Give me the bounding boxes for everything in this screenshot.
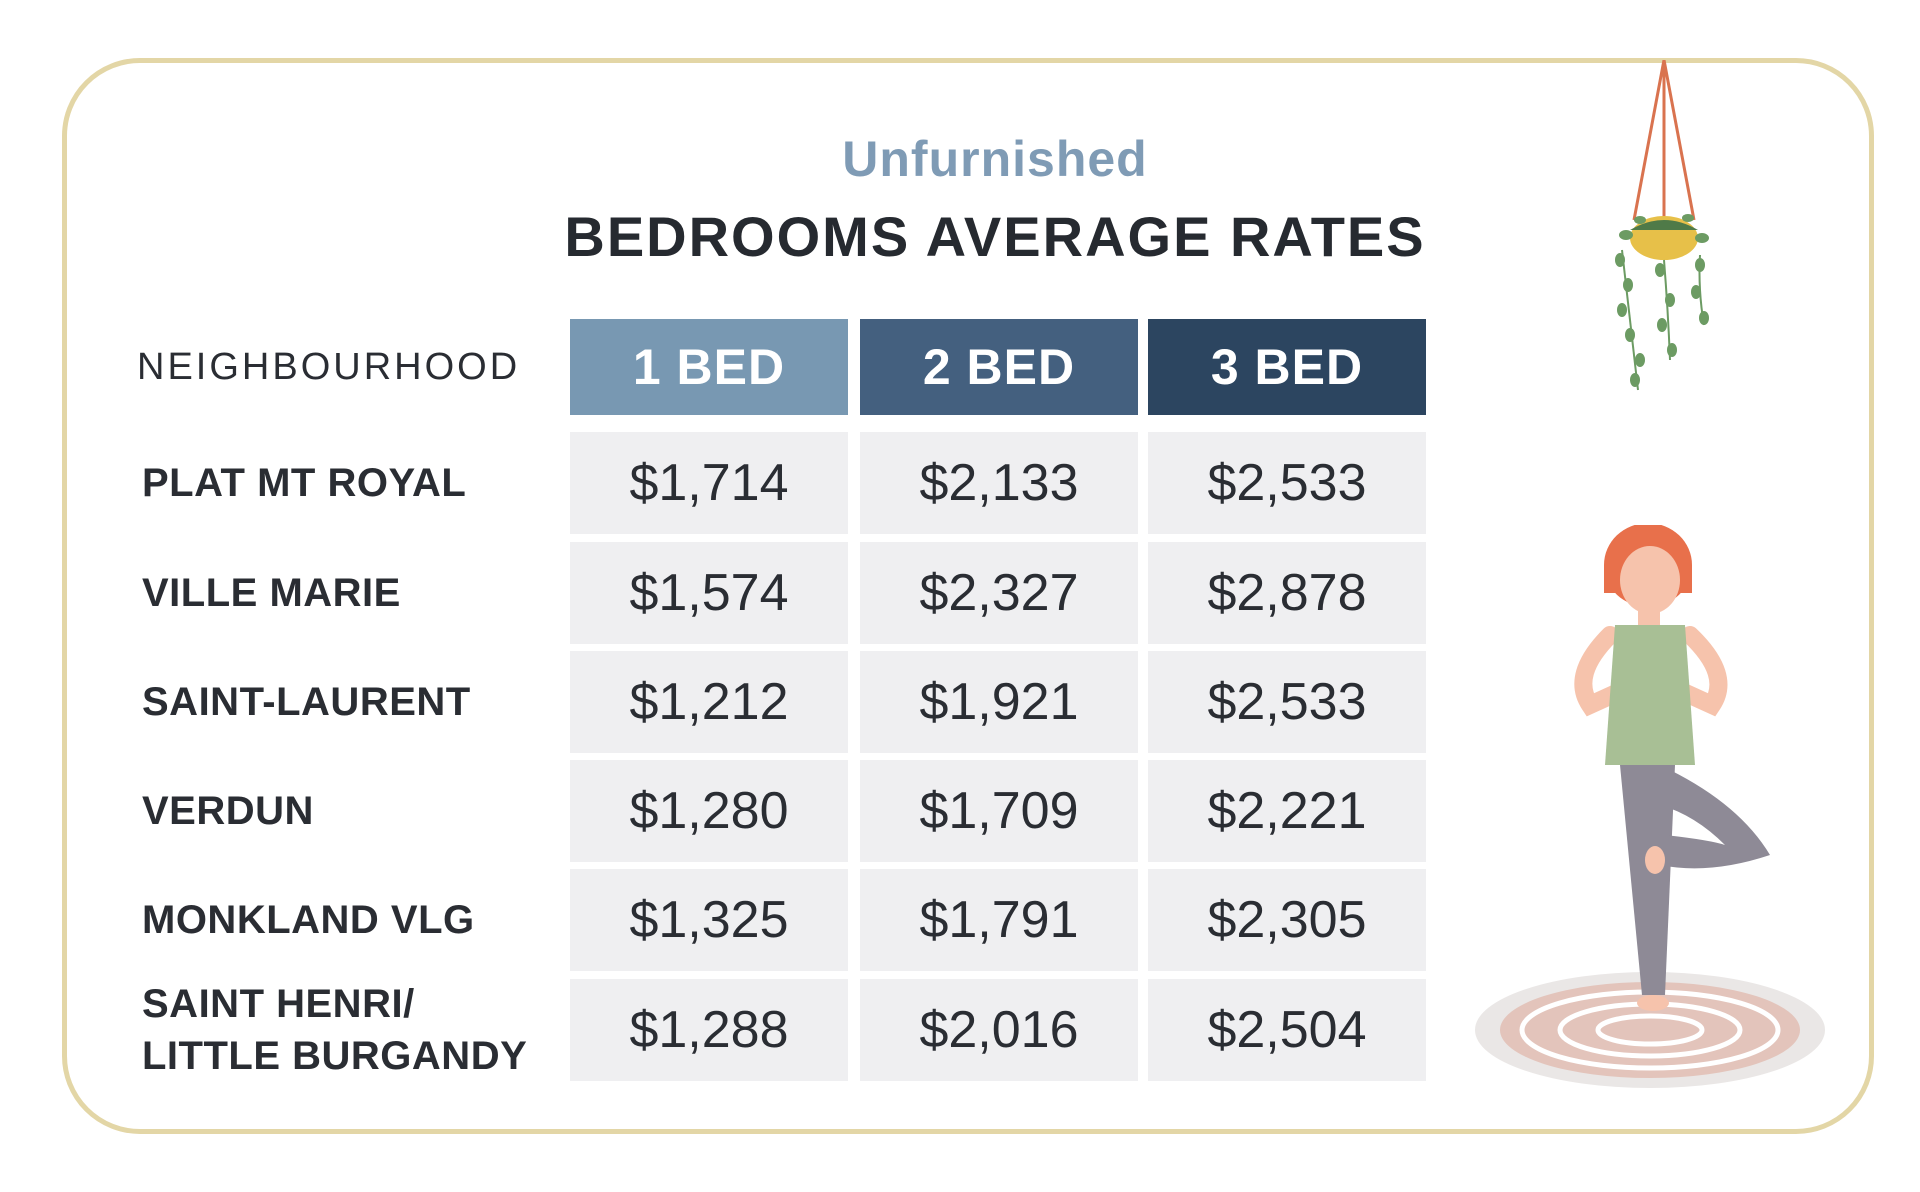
column-header: 1 BED <box>570 319 848 415</box>
yoga-woman-illustration <box>1475 525 1825 1088</box>
row-label: SAINT-LAURENT <box>142 680 471 724</box>
table-cell: $1,791 <box>860 869 1138 971</box>
row-label: VILLE MARIE <box>142 571 401 615</box>
table-cell: $1,709 <box>860 760 1138 862</box>
table-cell: $1,325 <box>570 869 848 971</box>
table-cell: $2,504 <box>1148 979 1426 1081</box>
table-cell: $1,714 <box>570 432 848 534</box>
table-cell: $1,280 <box>570 760 848 862</box>
table-cell: $1,288 <box>570 979 848 1081</box>
column-header: 3 BED <box>1148 319 1426 415</box>
table-cell: $1,574 <box>570 542 848 644</box>
table-cell: $1,921 <box>860 651 1138 753</box>
row-label: MONKLAND VLG <box>142 898 475 942</box>
chart-subtitle: Unfurnished <box>842 131 1148 187</box>
row-label: VERDUN <box>142 789 314 833</box>
row-label: SAINT HENRI/LITTLE BURGANDY <box>142 982 528 1078</box>
table-cell: $1,212 <box>570 651 848 753</box>
row-header-label: NEIGHBOURHOOD <box>137 346 521 388</box>
table-cell: $2,878 <box>1148 542 1426 644</box>
table-cell: $2,533 <box>1148 651 1426 753</box>
table-cell: $2,533 <box>1148 432 1426 534</box>
hanging-plant-illustration <box>1615 60 1709 391</box>
table-cell: $2,305 <box>1148 869 1426 971</box>
table-cell: $2,221 <box>1148 760 1426 862</box>
column-header: 2 BED <box>860 319 1138 415</box>
table-cell: $2,327 <box>860 542 1138 644</box>
table-cell: $2,016 <box>860 979 1138 1081</box>
table-cell: $2,133 <box>860 432 1138 534</box>
chart-title: BEDROOMS AVERAGE RATES <box>564 205 1426 268</box>
row-label: PLAT MT ROYAL <box>142 461 467 505</box>
